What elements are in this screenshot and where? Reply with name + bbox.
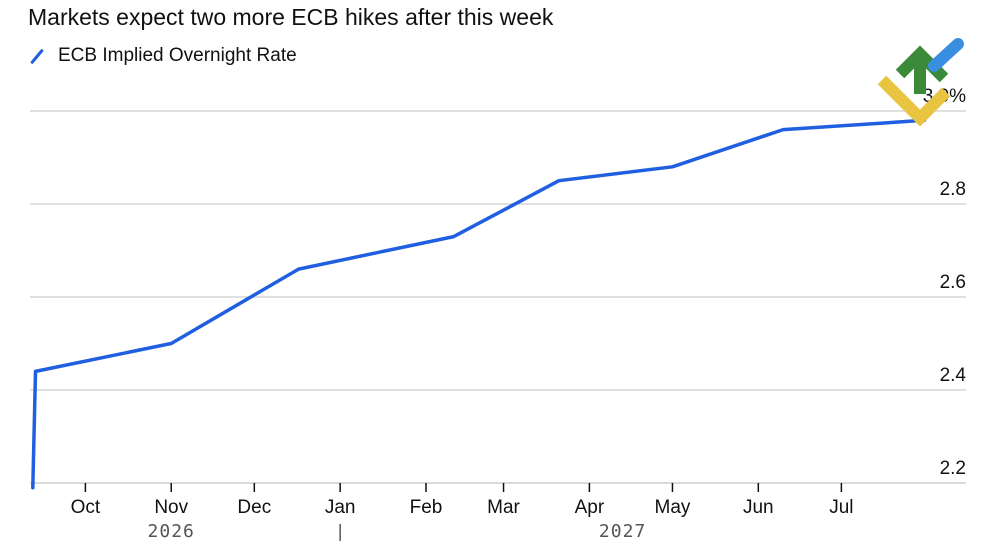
legend: ECB Implied Overnight Rate (28, 45, 297, 67)
legend-label: ECB Implied Overnight Rate (58, 45, 297, 66)
logo-yellow-chevron (877, 75, 951, 126)
x-tick-label: Jul (829, 497, 853, 518)
series-lines (31, 118, 927, 490)
y-axis-labels: 2.22.42.62.83.0% (923, 86, 967, 479)
chart-title: Markets expect two more ECB hikes after … (28, 4, 554, 30)
gridlines (30, 110, 966, 484)
x-axis: Oct Nov Dec Jan Feb Mar Apr May Jun Jul 2026 2027 (30, 482, 966, 542)
x-tick-label: Oct (71, 497, 101, 518)
x-tick-label: Mar (487, 497, 520, 518)
x-tick-label: Dec (237, 497, 271, 518)
y-tick-label: 2.6 (940, 272, 966, 293)
series-line (31, 118, 927, 490)
x-tick-label: May (655, 497, 691, 518)
x-year-label: 2026 (148, 521, 195, 542)
x-year-label: 2027 (599, 521, 646, 542)
x-tick-label: Nov (154, 497, 188, 518)
x-tick-label: Jan (325, 497, 356, 518)
x-tick-label: Feb (410, 497, 443, 518)
x-tick-label: Jun (743, 497, 774, 518)
brand-logo-icon (877, 38, 964, 126)
x-tick-label: Apr (575, 497, 605, 518)
y-tick-label: 2.8 (940, 179, 966, 200)
y-tick-label: 2.4 (940, 365, 967, 386)
y-tick-label: 2.2 (940, 458, 966, 479)
logo-blue-stroke (928, 38, 964, 72)
